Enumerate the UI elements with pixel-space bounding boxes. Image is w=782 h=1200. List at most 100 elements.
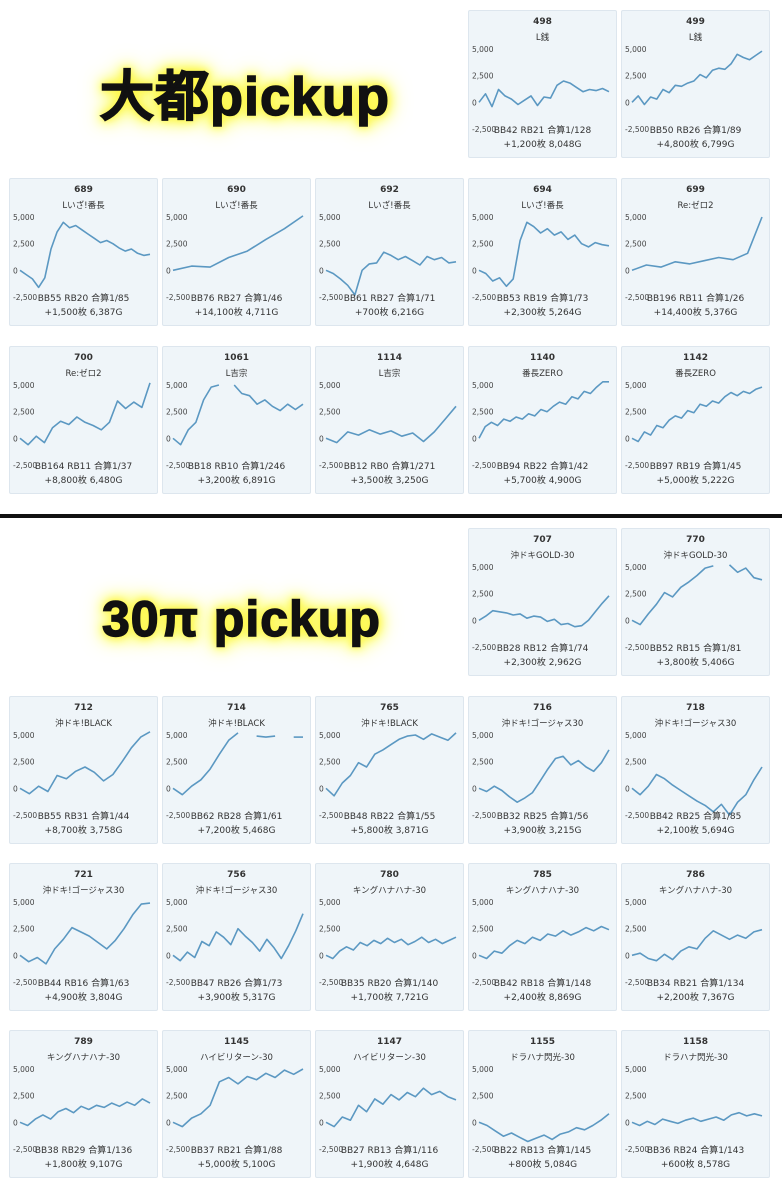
y-tick-label: 0 [625, 784, 630, 793]
series-line [233, 384, 304, 412]
y-tick-label: 0 [166, 951, 171, 960]
y-tick-label: 5,000 [472, 45, 494, 54]
slump-graph: 5,000 2,500 0 -2,500 [13, 381, 151, 470]
y-tick-label: 0 [472, 616, 477, 625]
y-tick-label: 2,500 [625, 408, 647, 417]
series-line [631, 565, 714, 626]
y-tick-label: 0 [625, 616, 630, 625]
chart-card: 692 Lいざ!番長 5,000 2,500 0 -2,500 BB61 RB27 合算1/… [315, 178, 464, 326]
slump-graph: 5,000 2,500 0 -2,500 [472, 380, 609, 470]
result-summary: +3,900枚 5,317G [197, 993, 276, 1003]
y-tick-label: -2,500 [472, 1145, 496, 1154]
slump-graph: 5,000 2,500 0 -2,500 [625, 213, 763, 302]
y-tick-label: -2,500 [472, 643, 496, 652]
slump-graph: 5,000 2,500 0 -2,500 [319, 898, 457, 987]
y-tick-label: 5,000 [13, 898, 35, 907]
chart-card: 689 Lいざ!番長 5,000 2,500 0 -2,500 BB55 RB20 合算1/… [9, 178, 158, 326]
machine-name: L銭 [535, 33, 550, 43]
y-tick-label: -2,500 [13, 293, 37, 302]
y-tick-label: 0 [319, 1118, 324, 1127]
result-summary: +8,700枚 3,758G [44, 826, 123, 836]
y-tick-label: 5,000 [625, 731, 647, 740]
series-line [19, 1098, 151, 1127]
machine-name: Lいざ!番長 [368, 201, 411, 211]
series-line [325, 251, 457, 296]
series-line [19, 221, 151, 289]
slump-graph: 5,000 2,500 0 -2,500 [472, 731, 610, 820]
y-tick-label: 0 [625, 434, 630, 443]
chart-card: 1114 L吉宗 5,000 2,500 0 -2,500 BB12 RB0 合算1/271… [315, 346, 464, 494]
machine-number: 1142 [682, 353, 709, 363]
result-summary: +1,900枚 4,648G [350, 1160, 429, 1170]
bonus-stats: BB32 RB25 合算1/56 [496, 812, 589, 822]
result-summary: +1,500枚 6,387G [44, 308, 123, 318]
y-tick-label: 5,000 [166, 898, 188, 907]
y-tick-label: 0 [625, 266, 630, 275]
y-tick-label: -2,500 [472, 811, 496, 820]
bonus-stats: BB61 RB27 合算1/71 [343, 294, 436, 304]
series-line [478, 1113, 610, 1143]
y-tick-label: 2,500 [166, 1092, 188, 1101]
y-tick-label: 2,500 [13, 240, 35, 249]
y-tick-label: 5,000 [319, 898, 341, 907]
result-summary: +14,400枚 5,376G [653, 308, 738, 318]
chart-card: 700 Re:ゼロ2 5,000 2,500 0 -2,500 BB164 RB11 合算1… [9, 346, 158, 494]
y-tick-label: 2,500 [625, 240, 647, 249]
series-line [478, 380, 609, 439]
machine-number: 756 [227, 870, 246, 880]
y-tick-label: -2,500 [166, 461, 190, 470]
chart-card: 716 沖ドキ!ゴージャス30 5,000 2,500 0 -2,500 BB32 RB25… [468, 696, 617, 844]
result-summary: +5,800枚 3,871G [350, 826, 429, 836]
chart-card: 1061 L吉宗 5,000 2,500 0 -2,500 BB18 RB10 合算1/24… [162, 346, 311, 494]
y-tick-label: 2,500 [319, 1092, 341, 1101]
slump-graph: 5,000 2,500 0 -2,500 [13, 898, 151, 987]
result-summary: +5,700枚 4,900G [503, 476, 582, 486]
y-tick-label: 0 [472, 784, 477, 793]
chart-card: 770 沖ドキGOLD-30 5,000 2,500 0 -2,500 BB52 RB15 … [621, 528, 770, 676]
bonus-stats: BB28 RB12 合算1/74 [496, 644, 589, 654]
slump-graph: 5,000 2,500 0 -2,500 [625, 1065, 763, 1154]
slump-graph: 5,000 2,500 0 -2,500 [166, 898, 304, 987]
bonus-stats: BB34 RB21 合算1/134 [646, 979, 745, 989]
machine-number: 1147 [376, 1037, 403, 1047]
machine-number: 1140 [529, 353, 556, 363]
y-tick-label: 0 [13, 1118, 18, 1127]
y-tick-label: 2,500 [13, 925, 35, 934]
y-tick-label: 2,500 [625, 590, 647, 599]
machine-name: キングハナハナ-30 [352, 886, 427, 896]
machine-number: 1061 [223, 353, 250, 363]
series-line [631, 50, 763, 106]
machine-name: 番長ZERO [675, 369, 716, 379]
chart-card: 1142 番長ZERO 5,000 2,500 0 -2,500 BB97 RB19 合算1… [621, 346, 770, 494]
result-summary: +2,300枚 2,962G [503, 658, 582, 668]
y-tick-label: 0 [625, 98, 630, 107]
y-tick-label: 5,000 [13, 381, 35, 390]
machine-name: ドラハナ閃光-30 [510, 1053, 575, 1063]
series-line [19, 382, 151, 446]
y-tick-label: 2,500 [472, 72, 494, 81]
y-tick-label: 2,500 [472, 590, 494, 599]
slump-graph: 5,000 2,500 0 -2,500 [472, 213, 610, 302]
y-tick-label: 2,500 [166, 758, 188, 767]
bonus-stats: BB38 RB29 合算1/136 [34, 1146, 133, 1156]
y-tick-label: 5,000 [319, 213, 341, 222]
result-summary: +2,200枚 7,367G [656, 993, 735, 1003]
y-tick-label: -2,500 [472, 461, 496, 470]
bonus-stats: BB55 RB20 合算1/85 [37, 294, 130, 304]
machine-name: Re:ゼロ2 [65, 369, 102, 379]
machine-name: Lいざ!番長 [62, 201, 105, 211]
bonus-stats: BB55 RB31 合算1/44 [37, 812, 130, 822]
y-tick-label: 0 [319, 266, 324, 275]
y-tick-label: -2,500 [625, 978, 649, 987]
y-tick-label: 2,500 [166, 240, 188, 249]
machine-number: 700 [74, 353, 93, 363]
y-tick-label: 5,000 [472, 898, 494, 907]
machine-name: キングハナハナ-30 [658, 886, 733, 896]
result-summary: +2,100枚 5,694G [656, 826, 735, 836]
y-tick-label: 0 [319, 434, 324, 443]
machine-number: 770 [686, 535, 705, 545]
slump-graph: 5,000 2,500 0 -2,500 [472, 1065, 610, 1154]
y-tick-label: 0 [13, 266, 18, 275]
y-tick-label: 0 [13, 951, 18, 960]
machine-name: 沖ドキGOLD-30 [510, 551, 575, 561]
